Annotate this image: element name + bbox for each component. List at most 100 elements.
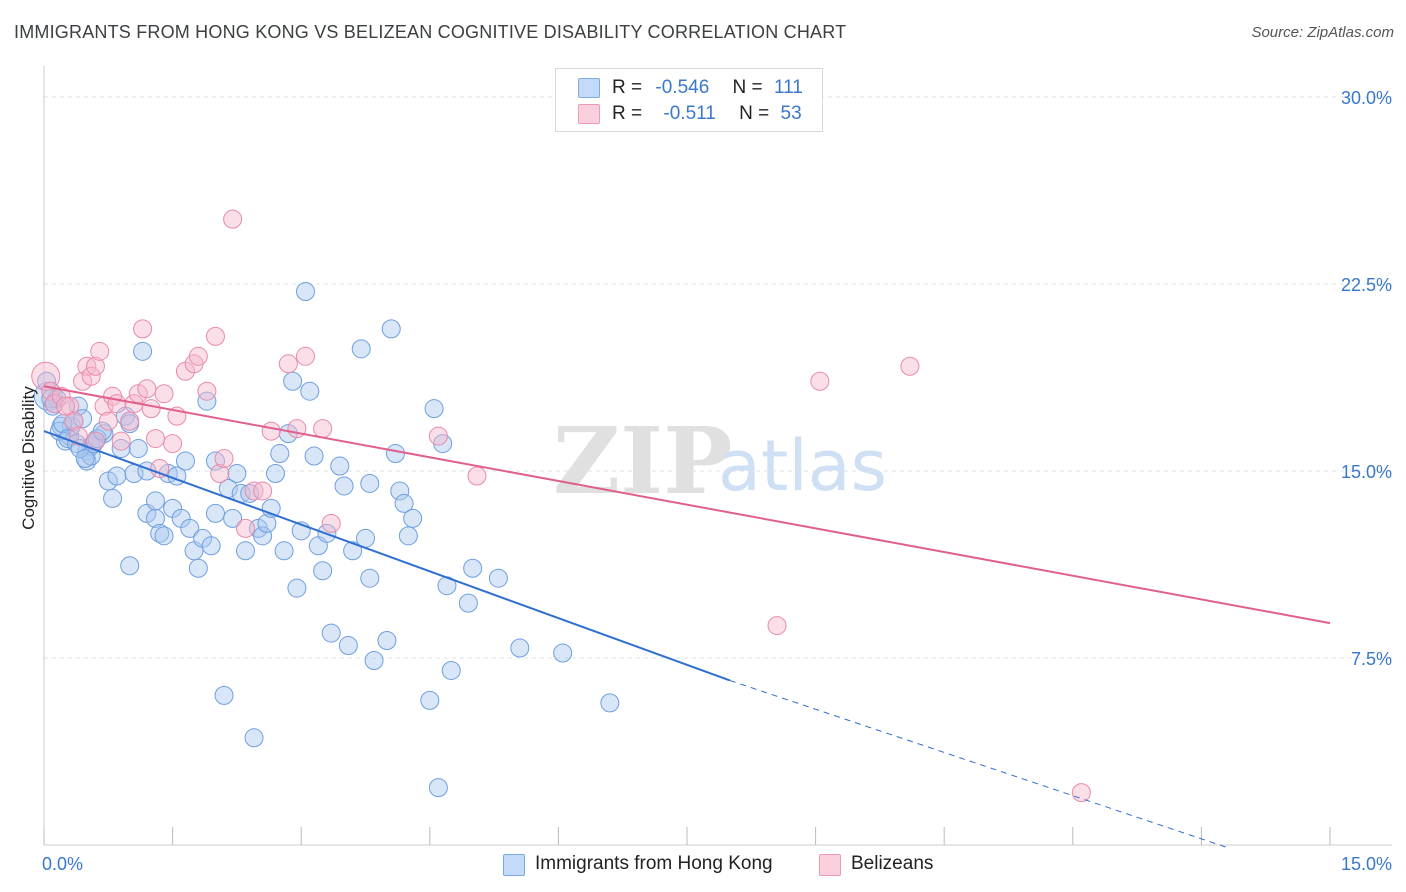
legend-n-value: 111	[773, 77, 803, 98]
watermark-zip: ZIP	[553, 407, 732, 515]
hong-kong-point	[321, 623, 341, 643]
bottom-legend-label: Immigrants from Hong Kong	[535, 853, 773, 874]
belizean-point	[145, 429, 165, 449]
hong-kong-point	[223, 508, 243, 528]
trendlines	[43, 385, 1331, 848]
belizean-point	[210, 463, 230, 483]
belizean-point	[253, 481, 273, 501]
belizean-point	[197, 381, 217, 401]
chart-title: IMMIGRANTS FROM HONG KONG VS BELIZEAN CO…	[14, 22, 847, 42]
hong-kong-point	[227, 463, 247, 483]
hong-kong-trendline-extension	[729, 679, 1228, 848]
hong-kong-point	[420, 690, 440, 710]
belizean-point	[188, 346, 208, 366]
belizean-point	[85, 356, 105, 376]
hong-kong-point	[103, 488, 123, 508]
hong-kong-point	[334, 476, 354, 496]
hong-kong-point	[386, 444, 406, 464]
source-label: Source: ZipAtlas.com	[1251, 24, 1394, 41]
hong-kong-point	[175, 451, 195, 471]
gridlines	[44, 96, 1392, 659]
hong-kong-point	[270, 444, 290, 464]
hong-kong-point	[283, 371, 303, 391]
belizean-point	[90, 341, 110, 361]
hong-kong-point	[197, 391, 217, 411]
belizean-point	[223, 209, 243, 229]
belizean-point	[98, 411, 118, 431]
belizean-point	[205, 326, 225, 346]
hong-kong-point	[235, 541, 255, 561]
belizean-point	[278, 354, 298, 374]
hong-kong-point	[356, 528, 375, 548]
x-tick-label: 15.0%	[1341, 854, 1392, 874]
belizean-point	[313, 419, 333, 439]
belizean-point	[68, 426, 88, 446]
belizean-point	[107, 394, 127, 414]
hong-kong-point	[145, 491, 165, 511]
hong-kong-point	[458, 593, 478, 613]
hong-kong-point	[394, 493, 414, 513]
belizean-point	[261, 421, 281, 441]
hong-kong-point	[463, 558, 483, 578]
y-tick-label: 15.0%	[1341, 462, 1392, 482]
hong-kong-point	[75, 449, 95, 469]
belizean-point	[900, 356, 920, 376]
belizean-point	[467, 466, 487, 486]
hong-kong-point	[338, 636, 358, 656]
hong-kong-point	[133, 341, 153, 361]
hong-kong-point	[360, 473, 380, 493]
hong-kong-point	[304, 446, 324, 466]
hong-kong-trendline	[43, 430, 731, 682]
belizean-point	[321, 513, 341, 533]
x-tick-label: 0.0%	[42, 854, 83, 874]
belizean-point	[810, 371, 830, 391]
belizean-point	[141, 399, 161, 419]
series-belizeans-points	[31, 209, 1091, 803]
watermark-atlas: atlas	[718, 425, 887, 507]
legend-r-value: -0.511	[663, 103, 716, 124]
belizean-point	[81, 366, 101, 386]
hong-kong-point	[257, 513, 277, 533]
hong-kong-point	[214, 685, 234, 705]
belizean-point	[111, 431, 131, 451]
hong-kong-point	[92, 421, 112, 441]
belizean-point	[428, 426, 448, 446]
hong-kong-point	[364, 650, 384, 670]
hong-kong-point	[107, 466, 127, 486]
belizean-point	[235, 518, 255, 538]
hong-kong-point	[128, 439, 148, 459]
hong-kong-point	[201, 536, 221, 556]
series-hong-kong-points	[33, 281, 620, 798]
legend-r-label: R =	[612, 77, 643, 98]
hong-kong-point	[111, 439, 131, 459]
hong-kong-point	[253, 526, 273, 546]
legend-r-label: R =	[612, 103, 643, 124]
hong-kong-point	[424, 399, 444, 419]
belizean-point	[31, 361, 61, 391]
belizean-point	[60, 396, 80, 416]
hong-kong-point	[188, 558, 208, 578]
hong-kong-point	[553, 643, 573, 663]
hong-kong-point	[381, 319, 401, 339]
hong-kong-point	[265, 463, 285, 483]
y-tick-label: 22.5%	[1341, 275, 1392, 295]
watermark: ZIP atlas	[553, 407, 887, 515]
hong-kong-point	[180, 518, 200, 538]
hong-kong-point	[403, 508, 423, 528]
legend-n-label: N =	[739, 103, 770, 124]
belizean-point	[767, 616, 787, 636]
belizean-point	[1071, 783, 1091, 803]
belizean-point	[295, 346, 315, 366]
hong-kong-point	[274, 541, 294, 561]
hong-kong-point	[287, 578, 307, 598]
hong-kong-point	[120, 556, 140, 576]
hong-kong-point	[330, 456, 350, 476]
correlation-legend: R = -0.546 N = 111 R = -0.511 N = 53	[555, 68, 823, 132]
belizean-point	[44, 394, 64, 414]
hong-kong-point	[390, 481, 410, 501]
hong-kong-point	[154, 526, 174, 546]
y-tick-label: 30.0%	[1341, 88, 1392, 108]
hong-kong-point	[360, 568, 380, 588]
hong-kong-point	[313, 561, 333, 581]
